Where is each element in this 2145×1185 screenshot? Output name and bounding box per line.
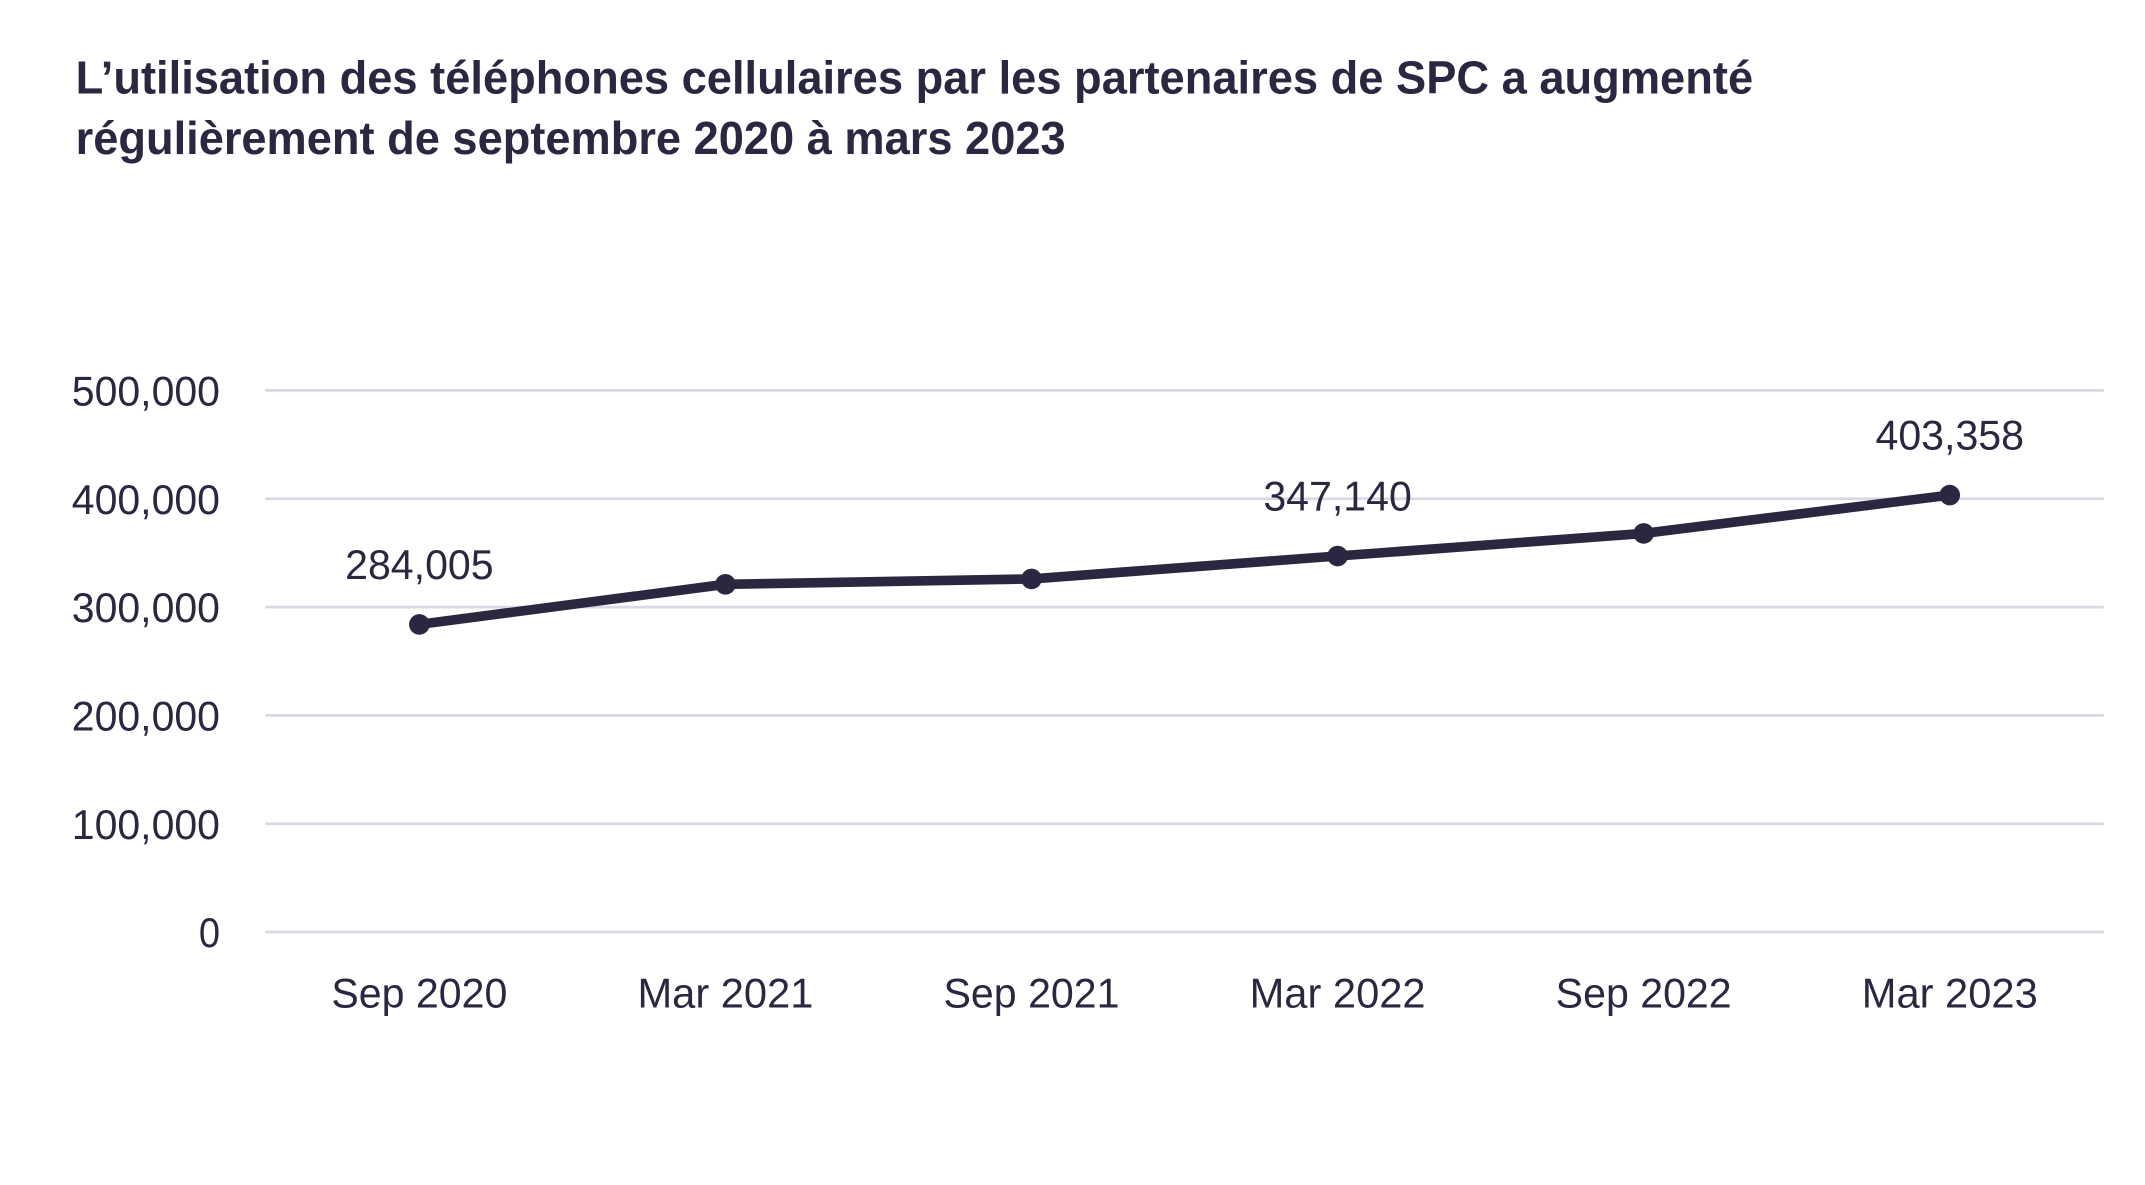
- data-point: [1327, 545, 1348, 567]
- y-tick-label: 200,000: [72, 694, 220, 740]
- data-point: [1021, 568, 1042, 590]
- x-tick-label: Sep 2020: [331, 971, 507, 1017]
- y-tick-label: 300,000: [72, 585, 220, 631]
- data-points: [409, 484, 1961, 635]
- x-tick-label: Mar 2021: [637, 971, 813, 1017]
- x-tick-label: Sep 2021: [944, 971, 1120, 1017]
- data-label: 403,358: [1876, 413, 2025, 459]
- y-tick-label: 100,000: [72, 802, 220, 848]
- y-tick-label: 500,000: [72, 369, 220, 415]
- x-tick-label: Mar 2022: [1250, 971, 1426, 1017]
- data-point: [1633, 523, 1654, 544]
- chart-title-line-2: régulièrement de septembre 2020 à mars 2…: [76, 112, 1066, 164]
- x-tick-label: Sep 2022: [1556, 971, 1732, 1017]
- data-label: 347,140: [1263, 474, 1412, 520]
- x-axis: Sep 2020 Mar 2021 Sep 2021 Mar 2022 Sep 2022…: [331, 971, 2037, 1017]
- y-axis: 0 100,000 200,000 300,000 400,000 500,000: [72, 369, 220, 957]
- chart-title-line-1: L’utilisation des téléphones cellulaires…: [76, 51, 1754, 103]
- series-line: [414, 490, 1955, 630]
- x-tick-label: Mar 2023: [1862, 971, 2038, 1017]
- y-tick-label: 0: [199, 910, 220, 956]
- data-label: 284,005: [345, 542, 494, 588]
- data-labels: 284,005 347,140 403,358: [345, 413, 2024, 588]
- data-point: [715, 574, 736, 595]
- data-point: [409, 614, 430, 635]
- data-point: [1939, 484, 1961, 506]
- gridlines: [265, 389, 2104, 934]
- y-tick-label: 400,000: [72, 477, 220, 523]
